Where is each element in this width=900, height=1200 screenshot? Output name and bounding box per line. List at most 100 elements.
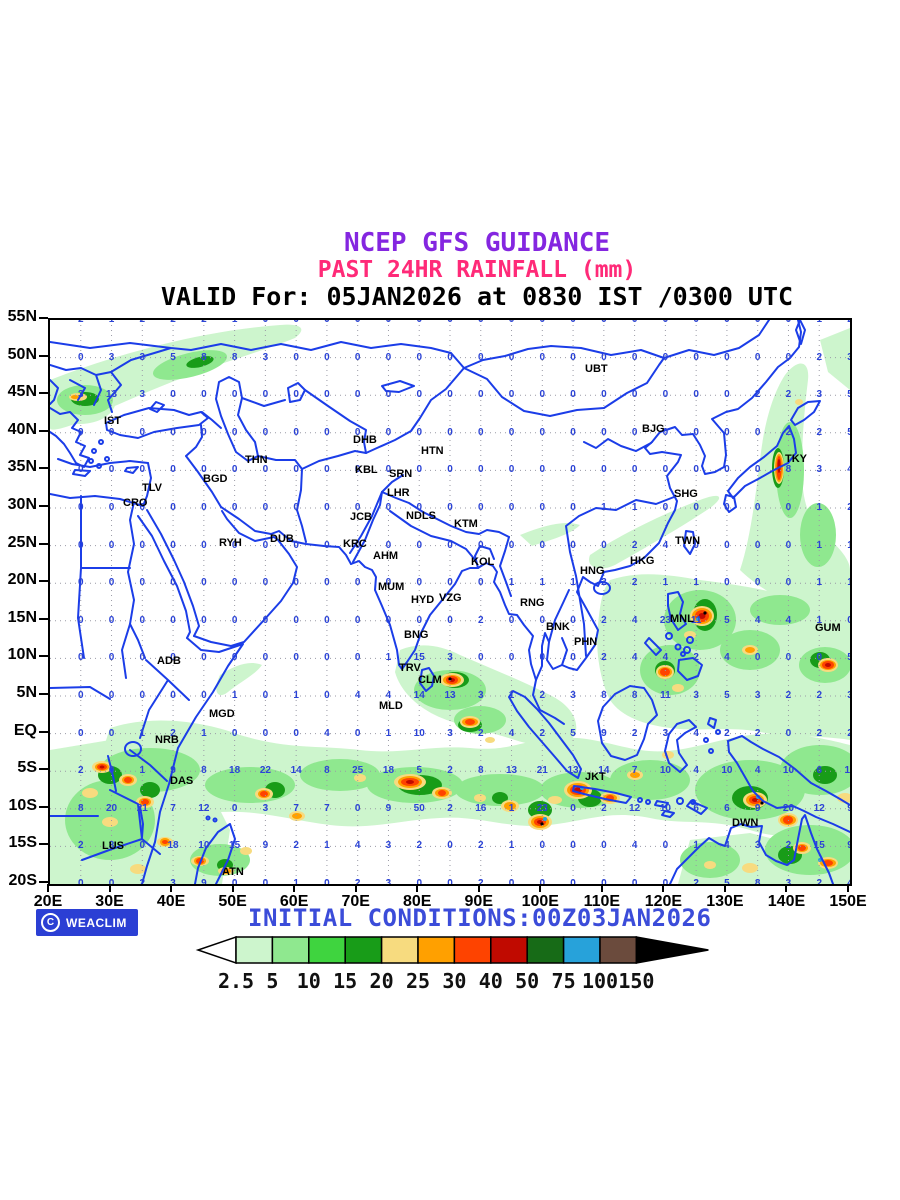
- grid-value: 5: [416, 765, 422, 777]
- grid-value: 2: [601, 652, 607, 664]
- grid-value: 0: [347, 320, 369, 325]
- grid-value: 0: [662, 464, 669, 476]
- grid-value: 2: [293, 840, 299, 852]
- grid-value: 0: [324, 351, 330, 363]
- grid-value: 0: [77, 502, 84, 513]
- grid-value: 0: [439, 320, 461, 325]
- grid-value: 0: [324, 652, 330, 664]
- grid-value: 0: [477, 464, 484, 476]
- lat-tick: [39, 768, 48, 771]
- grid-value: 0: [139, 426, 146, 438]
- grid-value: 3: [570, 690, 576, 701]
- grid-value: 0: [754, 351, 761, 363]
- grid-value: 0: [570, 878, 576, 884]
- grid-value: 1: [324, 840, 330, 852]
- grid-value: 0: [724, 539, 730, 551]
- grid-value: 20: [782, 802, 795, 814]
- grid-value: 0: [508, 878, 515, 884]
- city-label: MGD: [209, 708, 235, 720]
- grid-value: 3: [477, 690, 484, 701]
- grid-value: 1: [231, 690, 238, 701]
- grid-value: 1: [816, 577, 822, 589]
- grid-value: 0: [77, 577, 84, 589]
- city-label: HTN: [421, 445, 444, 457]
- grid-value: 9: [385, 802, 392, 814]
- grid-value: 0: [139, 464, 146, 476]
- colorbar-level-label: 15: [333, 969, 357, 993]
- grid-value: 0: [354, 351, 361, 363]
- grid-value: 0: [231, 464, 238, 476]
- grid-value: 15: [413, 652, 425, 664]
- grid-value: 16: [475, 802, 487, 814]
- grid-value: 0: [354, 502, 361, 513]
- lat-tick-label: 35N: [7, 458, 37, 476]
- colorbar-level-label: 10: [297, 969, 321, 993]
- grid-value: 0: [693, 426, 699, 438]
- grid-value: 2: [170, 727, 176, 739]
- grid-value: 0: [231, 614, 238, 626]
- lon-tick-label: 50E: [218, 893, 247, 910]
- lat-tick: [39, 617, 48, 620]
- grid-value: 3: [262, 802, 269, 814]
- lat-tick-label: 55N: [7, 308, 37, 325]
- grid-value: 0: [170, 652, 176, 664]
- plot-titles: NCEP GFS GUIDANCE PAST 24HR RAINFALL (mm…: [0, 230, 900, 311]
- city-label: SRN: [389, 468, 413, 480]
- grid-value: 9: [262, 840, 269, 852]
- grid-value: 10: [721, 765, 733, 777]
- lat-tick-label: 15N: [7, 608, 37, 626]
- map-text-overlay: 2122210000000000000000001203358830000000…: [50, 320, 850, 884]
- grid-value: 1: [139, 765, 146, 777]
- grid-value: 1: [508, 577, 515, 589]
- grid-value: 8: [601, 690, 607, 701]
- grid-value: 11: [660, 690, 671, 701]
- grid-value: 0: [539, 351, 546, 363]
- grid-value: 0: [539, 614, 546, 626]
- grid-value: 0: [570, 802, 576, 814]
- grid-value: 0: [77, 652, 84, 664]
- lat-tick-label: 50N: [7, 345, 37, 363]
- grid-value: 0: [447, 389, 453, 401]
- grid-value: 0: [108, 539, 115, 551]
- grid-value: 0: [77, 539, 84, 551]
- grid-value: 0: [170, 389, 176, 401]
- grid-value: 0: [262, 389, 269, 401]
- grid-value: 0: [377, 320, 399, 325]
- grid-value: 7: [293, 802, 299, 814]
- grid-value: 0: [354, 614, 361, 626]
- grid-value: 3: [139, 351, 146, 363]
- city-label: JKT: [585, 771, 606, 783]
- grid-value: 11: [690, 614, 702, 626]
- grid-value: 1: [601, 502, 607, 513]
- grid-value: 0: [262, 690, 269, 701]
- grid-value: 2: [477, 614, 484, 626]
- grid-value: 7: [631, 765, 638, 777]
- grid-value: 8: [477, 765, 484, 777]
- grid-value: 0: [293, 351, 299, 363]
- grid-value: 4: [631, 652, 638, 664]
- grid-value: 50: [413, 802, 425, 814]
- grid-value: 0: [724, 389, 730, 401]
- grid-value: 0: [570, 652, 576, 664]
- lat-tick: [39, 881, 48, 883]
- grid-value: 0: [539, 502, 546, 513]
- grid-value: 21: [536, 765, 548, 777]
- grid-value: 0: [201, 502, 207, 513]
- lat-tick: [39, 429, 48, 432]
- grid-value: 2: [447, 802, 453, 814]
- city-label: TLV: [142, 482, 162, 494]
- grid-value: 0: [77, 614, 84, 626]
- grid-value: 3: [816, 464, 822, 476]
- lon-tick-label: 70E: [341, 893, 370, 910]
- grid-value: 5: [724, 878, 730, 884]
- grid-value: 0: [747, 320, 769, 325]
- city-label: TKY: [785, 453, 807, 465]
- grid-value: 9: [170, 765, 176, 777]
- city-label: RYH: [219, 537, 242, 549]
- grid-value: 0: [201, 652, 207, 664]
- grid-value: 0: [477, 652, 484, 664]
- grid-value: 0: [354, 464, 361, 476]
- grid-value: 13: [105, 389, 118, 401]
- grid-value: 9: [754, 802, 761, 814]
- grid-value: 14: [290, 765, 302, 777]
